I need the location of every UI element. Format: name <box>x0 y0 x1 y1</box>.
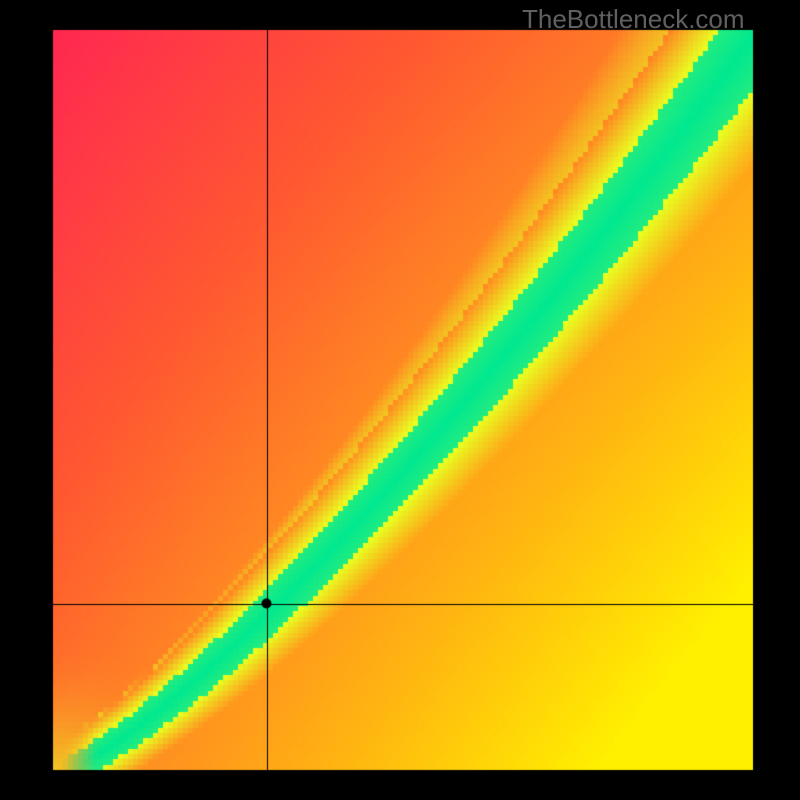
chart-container: TheBottleneck.com <box>0 0 800 800</box>
watermark-text: TheBottleneck.com <box>522 4 745 35</box>
heatmap-canvas <box>0 0 800 800</box>
